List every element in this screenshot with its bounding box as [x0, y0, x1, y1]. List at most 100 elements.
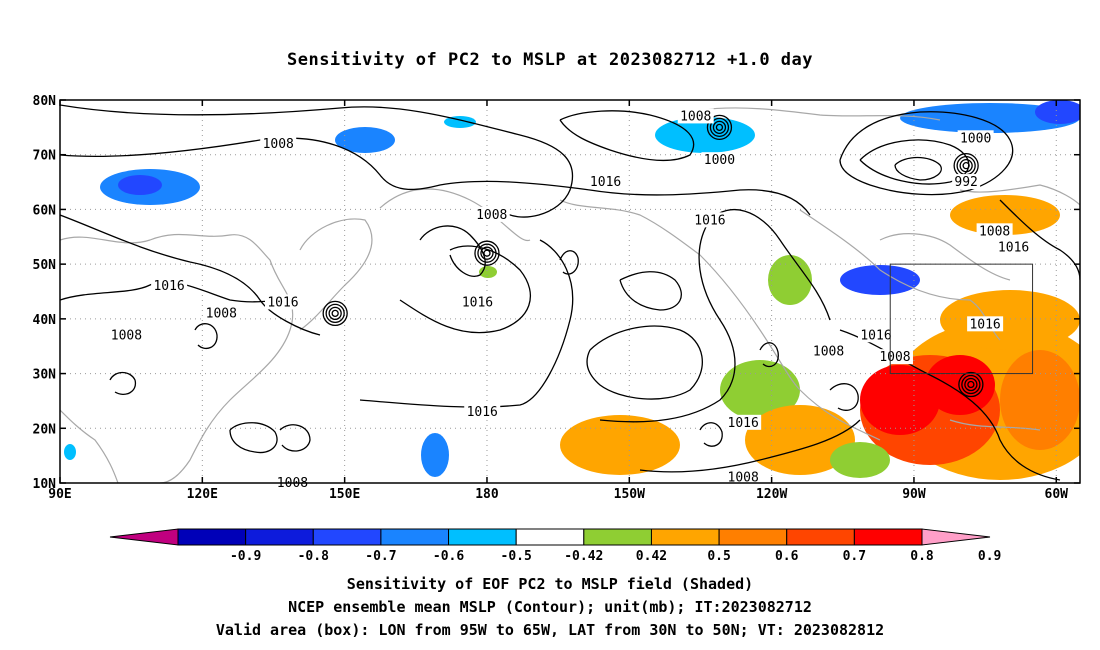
positive-shading: [560, 415, 680, 475]
colorbar-bin: [515, 528, 585, 546]
colorbar-bin: [380, 528, 450, 546]
positive-shading: [1000, 350, 1080, 450]
colorbar-label: -0.7: [365, 549, 396, 564]
mslp-contour: [829, 383, 859, 411]
contour-label-bg: [473, 206, 510, 222]
contour-label: 1016: [998, 241, 1029, 256]
coastline: [959, 184, 1080, 206]
lon-tick-label: 90E: [48, 487, 71, 502]
colorbar-label: -0.8: [298, 549, 329, 564]
axis-ticks: 90E 120E 150E 180 150W 120W 90W 60W 10N 20N 30N 40N…: [33, 94, 1080, 502]
contour-label: 1008: [879, 350, 910, 365]
lat-tick-label: 50N: [33, 258, 57, 273]
low-center-ring: [328, 306, 342, 321]
mslp-contours: [60, 104, 1080, 481]
low-center-ring: [958, 371, 984, 398]
mslp-contour: [229, 422, 278, 454]
contour-label: 1016: [969, 317, 1000, 332]
low-center-ring: [322, 300, 348, 327]
valid-area-box: [889, 263, 1034, 375]
colorbar-bin: [245, 528, 314, 546]
colorbar-bin: [312, 528, 382, 546]
contour-label-bg: [725, 469, 762, 485]
contour-label: 1016: [267, 295, 298, 310]
contour-label-bg: [203, 305, 240, 321]
contour-label-bg: [151, 278, 188, 294]
contour-label: 1008: [979, 224, 1010, 239]
contour-labels: 1008 1008 1000 1000 992 1016 1016 1008 1016 1016 1…: [108, 108, 1032, 491]
contour-label-bg: [459, 294, 496, 310]
mslp-contour: [999, 199, 1080, 281]
contour-label-bg: [260, 135, 297, 151]
lat-tick-label: 70N: [33, 149, 57, 164]
caption-contour: NCEP ensemble mean MSLP (Contour); unit(…: [288, 598, 812, 616]
plot-title: Sensitivity of PC2 to MSLP at 2023082712…: [286, 50, 813, 70]
contour-label: 1016: [467, 405, 498, 420]
negative-shading: [444, 116, 476, 128]
low-center-ring: [967, 380, 975, 389]
mslp-contour: [759, 342, 779, 368]
lat-tick-label: 80N: [33, 94, 57, 109]
contour-label: 1000: [960, 131, 991, 146]
contour-label: 1008: [728, 471, 759, 486]
mslp-contour: [60, 214, 321, 336]
coastline: [60, 233, 294, 483]
lat-tick-label: 20N: [33, 422, 57, 437]
sensitivity-shading: [64, 100, 1080, 480]
low-center-ring: [715, 123, 724, 132]
negative-shading: [335, 127, 395, 153]
contour-label-bg: [725, 414, 762, 430]
lon-tick-label: 180: [475, 487, 499, 502]
contour-label: 1016: [728, 416, 759, 431]
low-center-ring: [331, 309, 339, 318]
contour-label-bg: [587, 174, 624, 190]
lon-tick-label: 60W: [1045, 487, 1069, 502]
contour-label-bg: [691, 212, 728, 228]
low-center-ring: [480, 246, 494, 260]
positive-shading: [768, 255, 812, 305]
colorbar-min-extend: [109, 528, 179, 546]
coastline: [60, 409, 119, 483]
low-center-ring: [964, 377, 978, 392]
lat-tick-label: 40N: [33, 313, 57, 328]
colorbar-bin: [853, 528, 923, 546]
contour-label-bg: [952, 174, 981, 190]
mslp-contour: [559, 110, 695, 162]
lon-tick-label: 150W: [614, 487, 645, 502]
low-center-ring: [961, 374, 981, 395]
negative-shading: [118, 175, 162, 195]
lon-tick-label: 120W: [756, 487, 787, 502]
coastline: [879, 233, 1011, 281]
negative-shading: [900, 103, 1080, 133]
mslp-contour: [894, 156, 942, 181]
low-center-ring: [325, 303, 345, 324]
colorbar-label: 0.9: [978, 549, 1001, 564]
contour-label-bg: [108, 327, 145, 343]
coastline: [699, 107, 941, 121]
contour-label: 1008: [476, 208, 507, 223]
mslp-contour: [586, 325, 703, 400]
colorbar-label: 0.5: [707, 549, 730, 564]
coastline: [299, 218, 373, 331]
mslp-contour: [699, 422, 723, 447]
colorbar-label: 0.42: [636, 549, 667, 564]
positive-shading: [830, 442, 890, 478]
low-center-ring: [706, 114, 733, 141]
contour-label-bg: [677, 108, 714, 124]
contour-label-bg: [967, 316, 1004, 332]
coastline: [799, 209, 1001, 341]
colorbar-bin: [718, 528, 788, 546]
contour-label-bg: [264, 294, 301, 310]
lat-tick-label: 60N: [33, 203, 57, 218]
contour-label: 1008: [263, 137, 294, 152]
colorbar-bin: [448, 528, 517, 546]
low-center-ring: [474, 240, 500, 266]
contour-label: 1016: [590, 175, 621, 190]
colorbar-bin: [786, 528, 855, 546]
mslp-contour: [419, 225, 486, 277]
lon-tick-label: 90W: [902, 487, 926, 502]
low-center-ring: [477, 243, 497, 263]
contour-label: 1008: [206, 306, 237, 321]
positive-shading: [860, 365, 940, 435]
